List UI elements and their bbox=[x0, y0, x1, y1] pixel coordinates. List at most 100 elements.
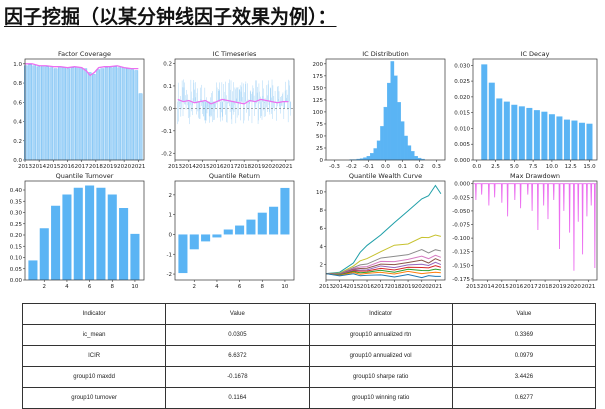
bar bbox=[481, 64, 487, 160]
bar bbox=[101, 69, 104, 160]
table-cell: 0.1164 bbox=[166, 388, 309, 409]
histogram-bar bbox=[404, 136, 407, 160]
x-tick-label: 0.2 bbox=[415, 164, 424, 170]
bar bbox=[75, 67, 78, 160]
y-tick-label: 0.30 bbox=[10, 211, 23, 217]
y-tick-label: 0.40 bbox=[10, 188, 23, 194]
table-cell: group10 turnover bbox=[23, 388, 166, 409]
table-cell: 0.0305 bbox=[166, 325, 309, 346]
bar bbox=[67, 69, 70, 160]
x-tick-label: -0.3 bbox=[329, 164, 340, 170]
chart-title: Max Drawdown bbox=[510, 172, 560, 180]
table-row: ICIR 6.6372 group10 annualized vol 0.097… bbox=[23, 346, 596, 367]
y-tick-label: -0.025 bbox=[452, 195, 470, 201]
table-cell: -0.1678 bbox=[166, 367, 309, 388]
y-tick-label: -0.2 bbox=[161, 151, 172, 157]
bar bbox=[511, 105, 517, 160]
bar bbox=[549, 114, 555, 160]
y-tick-label: -1 bbox=[167, 252, 172, 258]
histogram-bar bbox=[414, 156, 417, 160]
x-tick-label: 8 bbox=[111, 284, 115, 290]
x-tick-label: 2019 bbox=[251, 164, 265, 170]
bar bbox=[119, 208, 128, 280]
histogram-bar bbox=[370, 153, 373, 160]
bar bbox=[62, 68, 65, 160]
y-tick-label: 75 bbox=[316, 122, 323, 128]
histogram-bar bbox=[391, 61, 394, 160]
x-tick-label: 2 bbox=[193, 284, 197, 290]
x-tick-label: 2020 bbox=[567, 284, 581, 290]
bar bbox=[92, 74, 95, 160]
histogram-bar bbox=[411, 151, 414, 160]
x-tick-label: 6 bbox=[238, 284, 242, 290]
y-tick-label: 0.05 bbox=[10, 267, 23, 273]
table-row: ic_mean 0.0305 group10 annualized rtn 0.… bbox=[23, 325, 596, 346]
bar bbox=[118, 68, 121, 160]
x-tick-label: 6 bbox=[88, 284, 92, 290]
chart-title: IC Distribution bbox=[362, 50, 408, 58]
bar bbox=[564, 120, 570, 160]
table-cell: group10 annualized vol bbox=[309, 346, 452, 367]
y-tick-label: 1 bbox=[169, 213, 173, 219]
bar bbox=[51, 206, 60, 280]
y-tick-label: 0.0 bbox=[13, 158, 22, 164]
x-tick-label: 2014 bbox=[480, 284, 494, 290]
table-row: group10 turnover 0.1164 group10 winning … bbox=[23, 388, 596, 409]
bar bbox=[45, 67, 48, 160]
bar bbox=[58, 67, 61, 160]
bar bbox=[108, 195, 117, 281]
bar bbox=[96, 70, 99, 160]
x-tick-label: 2021 bbox=[279, 164, 293, 170]
column-header: Indicator bbox=[309, 304, 452, 325]
bar bbox=[556, 116, 562, 160]
x-tick-label: 2 bbox=[43, 284, 47, 290]
y-tick-label: -0.100 bbox=[452, 236, 470, 242]
bar bbox=[235, 226, 244, 235]
y-tick-label: -0.125 bbox=[452, 250, 470, 256]
bar bbox=[37, 67, 40, 160]
x-tick-label: 15.0 bbox=[583, 164, 596, 170]
bar bbox=[130, 70, 133, 160]
x-tick-label: -0.1 bbox=[363, 164, 374, 170]
y-tick-label: 0.00 bbox=[10, 278, 23, 284]
bar bbox=[41, 66, 44, 160]
bar bbox=[579, 123, 585, 160]
bar bbox=[504, 102, 510, 160]
y-tick-label: -0.050 bbox=[452, 209, 470, 215]
table-cell: 0.0979 bbox=[452, 346, 595, 367]
x-tick-label: 2018 bbox=[387, 284, 401, 290]
bar bbox=[586, 124, 592, 160]
y-tick-label: -0.075 bbox=[452, 223, 470, 229]
bar bbox=[280, 188, 289, 235]
bar bbox=[246, 220, 255, 235]
bar bbox=[33, 66, 36, 160]
x-tick-label: 2016 bbox=[509, 284, 523, 290]
bar bbox=[212, 234, 221, 237]
x-tick-label: 0.3 bbox=[432, 164, 441, 170]
y-tick-label: 0.25 bbox=[10, 222, 23, 228]
x-tick-label: -0.2 bbox=[346, 164, 357, 170]
y-tick-label: 0.000 bbox=[454, 182, 470, 188]
x-tick-label: 2015 bbox=[346, 284, 360, 290]
chart-title: Quantile Return bbox=[209, 172, 260, 180]
y-tick-label: 0.15 bbox=[10, 244, 23, 250]
drawdown-line bbox=[474, 184, 597, 271]
x-tick-label: 2014 bbox=[32, 164, 46, 170]
bar bbox=[541, 112, 547, 160]
x-tick-label: 2015 bbox=[46, 164, 60, 170]
x-tick-label: 10 bbox=[281, 284, 288, 290]
bar bbox=[269, 207, 278, 235]
x-tick-label: 2020 bbox=[415, 284, 429, 290]
bar bbox=[40, 228, 49, 280]
column-header: Value bbox=[166, 304, 309, 325]
y-tick-label: 0.35 bbox=[10, 199, 23, 205]
x-tick-label: 4 bbox=[65, 284, 69, 290]
y-tick-label: 0.2 bbox=[163, 61, 172, 67]
bar bbox=[489, 83, 495, 160]
y-tick-label: 1.0 bbox=[13, 62, 22, 68]
bar bbox=[190, 234, 199, 249]
table-header-row: Indicator Value Indicator Value bbox=[23, 304, 596, 325]
y-tick-label: -2 bbox=[167, 272, 172, 278]
y-tick-label: 0.6 bbox=[13, 100, 22, 106]
bar bbox=[526, 108, 532, 160]
